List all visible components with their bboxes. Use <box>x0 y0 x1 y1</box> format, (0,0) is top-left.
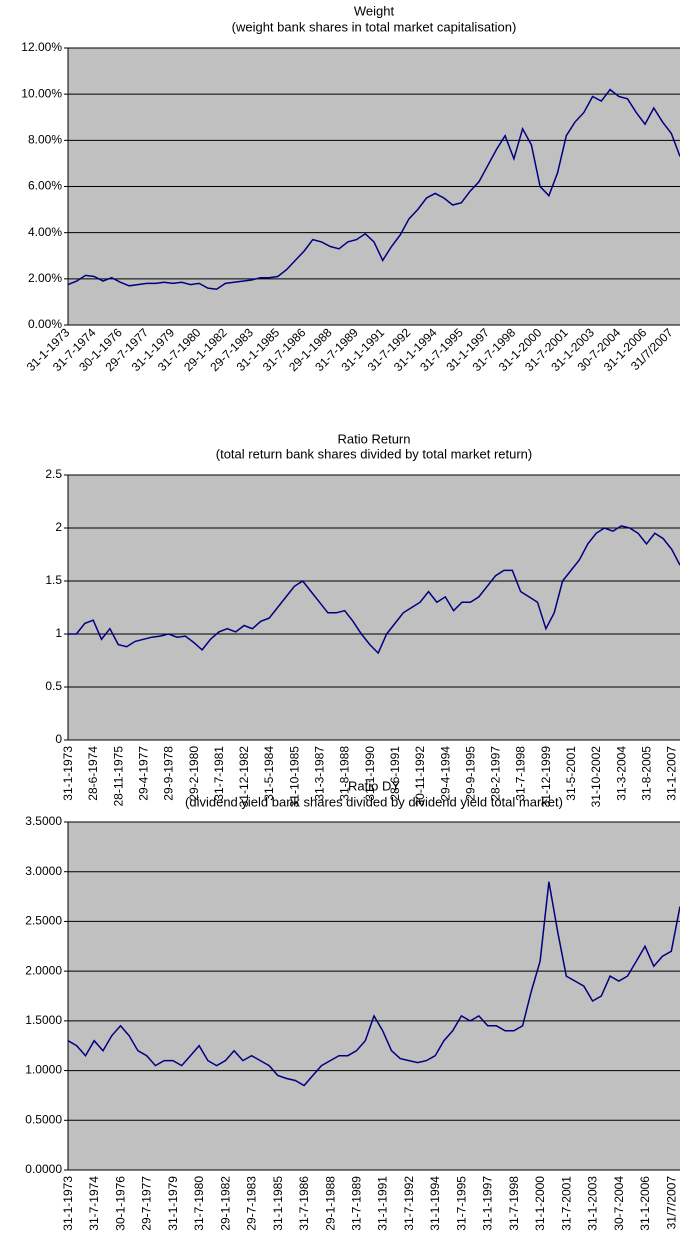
x-tick-label: 31/7/2007 <box>664 1176 678 1230</box>
x-tick-label: 31-1-1997 <box>481 1176 495 1231</box>
x-tick-label: 31-1-1991 <box>376 1176 390 1231</box>
x-tick-label: 31-3-1987 <box>313 746 327 801</box>
x-tick-label: 31-7-1998 <box>514 746 528 801</box>
x-tick-label: 29-4-1977 <box>136 746 150 801</box>
y-tick-label: 3.5000 <box>25 814 62 828</box>
x-tick-label: 29-1-1982 <box>218 1176 232 1231</box>
x-tick-label: 31-1-1973 <box>61 1176 75 1231</box>
x-tick-label: 30-11-1992 <box>413 746 427 807</box>
x-tick-label: 31-10-2002 <box>589 746 603 808</box>
x-tick-label: 31-10-1985 <box>287 746 301 808</box>
x-tick-label: 28-2-1997 <box>489 746 503 801</box>
chart-subtitle: (weight bank shares in total market capi… <box>232 19 517 34</box>
chart-subtitle: (dividend yield bank shares divided by d… <box>185 794 563 809</box>
y-tick-label: 2.5 <box>45 467 62 481</box>
x-tick-label: 30-1-1976 <box>113 1176 127 1231</box>
x-tick-label: 31-1-1973 <box>61 746 75 801</box>
x-tick-label: 31-7-1974 <box>87 1176 101 1231</box>
x-tick-label: 31-1-1985 <box>271 1176 285 1231</box>
chart-title: Ratio DY <box>348 778 400 793</box>
x-tick-label: 28-6-1974 <box>86 746 100 801</box>
y-tick-label: 12.00% <box>21 40 62 54</box>
x-tick-label: 31-1-1990 <box>363 746 377 801</box>
x-tick-label: 31-5-2001 <box>564 746 578 801</box>
y-tick-label: 6.00% <box>28 179 62 193</box>
y-tick-label: 0.5000 <box>25 1112 62 1126</box>
x-tick-label: 29-1-1988 <box>323 1176 337 1231</box>
x-tick-label: 31-1-2000 <box>533 1176 547 1231</box>
x-tick-label: 29-7-1977 <box>140 1176 154 1231</box>
y-tick-label: 2.5000 <box>25 914 62 928</box>
x-tick-label: 31-7-1989 <box>350 1176 364 1231</box>
y-tick-label: 8.00% <box>28 133 62 147</box>
x-tick-label: 31-7-1986 <box>297 1176 311 1231</box>
x-tick-label: 31-7-1981 <box>212 746 226 801</box>
y-tick-label: 1 <box>55 626 62 640</box>
x-tick-label: 31-1-1979 <box>166 1176 180 1231</box>
y-tick-label: 2.00% <box>28 271 62 285</box>
y-tick-label: 1.5 <box>45 573 62 587</box>
y-tick-label: 0.5 <box>45 679 62 693</box>
chart-subtitle: (total return bank shares divided by tot… <box>216 446 532 461</box>
x-tick-label: 29-7-1983 <box>245 1176 259 1231</box>
x-tick-label: 31-7-1998 <box>507 1176 521 1231</box>
x-tick-label: 30-7-2004 <box>612 1176 626 1231</box>
x-tick-label: 31-3-2004 <box>614 746 628 801</box>
x-tick-label: 29-4-1994 <box>438 746 452 801</box>
y-tick-label: 2 <box>55 520 62 534</box>
x-tick-label: 28-11-1975 <box>111 746 125 807</box>
x-tick-label: 31-7-1995 <box>454 1176 468 1231</box>
y-tick-label: 2.0000 <box>25 963 62 977</box>
x-tick-label: 31-7-2001 <box>559 1176 573 1231</box>
x-tick-label: 31-1-2006 <box>638 1176 652 1231</box>
y-tick-label: 0.00% <box>28 317 62 331</box>
x-tick-label: 31-7-1992 <box>402 1176 416 1231</box>
x-tick-label: 29-9-1995 <box>463 746 477 801</box>
x-tick-label: 31-8-2005 <box>639 746 653 801</box>
x-tick-label: 31-12-1999 <box>539 746 553 808</box>
x-tick-label: 31-1-2003 <box>586 1176 600 1231</box>
y-tick-label: 10.00% <box>21 86 62 100</box>
plot-area <box>68 475 680 740</box>
y-tick-label: 3.0000 <box>25 864 62 878</box>
y-tick-label: 1.5000 <box>25 1013 62 1027</box>
x-tick-label: 29-2-1980 <box>187 746 201 801</box>
data-line <box>67 881 680 1087</box>
x-tick-label: 31-7-1980 <box>192 1176 206 1231</box>
chart-title: Weight <box>354 3 395 18</box>
chart-title: Ratio Return <box>338 431 411 446</box>
y-tick-label: 0.0000 <box>25 1162 62 1176</box>
x-tick-label: 31-8-1988 <box>338 746 352 801</box>
plot-area <box>68 822 680 1170</box>
y-tick-label: 1.0000 <box>25 1063 62 1077</box>
x-tick-label: 28-6-1991 <box>388 746 402 801</box>
y-tick-label: 0 <box>55 732 62 746</box>
y-tick-label: 4.00% <box>28 225 62 239</box>
data-line <box>67 88 680 290</box>
x-tick-label: 31-1-2007 <box>665 746 679 801</box>
data-line <box>68 525 680 655</box>
x-tick-label: 31-5-1984 <box>262 746 276 801</box>
x-tick-label: 31-12-1982 <box>237 746 251 808</box>
x-tick-label: 31-1-1994 <box>428 1176 442 1231</box>
x-tick-label: 29-9-1978 <box>162 746 176 801</box>
